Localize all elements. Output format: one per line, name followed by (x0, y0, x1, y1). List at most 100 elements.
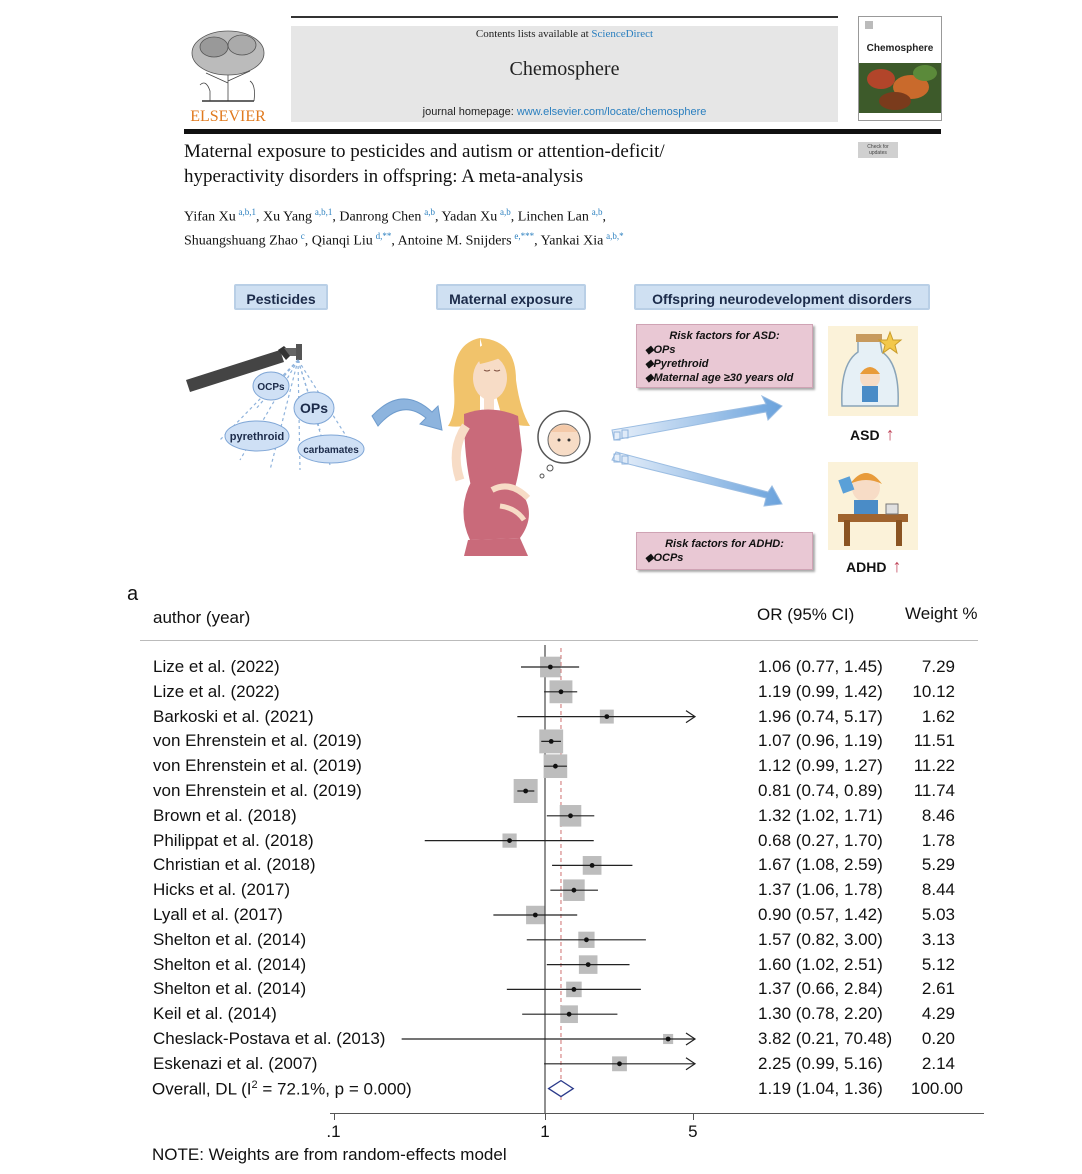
author-affiliation[interactable]: a,b (591, 207, 603, 217)
study-author: Eskenazi et al. (2007) (153, 1053, 318, 1073)
author-separator: , (332, 209, 340, 225)
up-arrow-icon: ↑ (885, 424, 895, 444)
point-estimate (558, 689, 564, 695)
sprayer-icon (186, 344, 302, 392)
axis-tick-label: 1 (540, 1122, 550, 1141)
study-or-ci: 1.32 (1.02, 1.71) (758, 805, 883, 825)
adhd-child-illustration (828, 462, 918, 550)
outcome-asd-label: ASD (850, 427, 880, 443)
study-weight: 11.22 (913, 756, 955, 776)
asd-risk-item: ◆Pyrethroid (645, 358, 709, 370)
study-or-ci: 1.96 (0.74, 5.17) (758, 706, 883, 726)
bubble-pyrethroid-label: pyrethroid (230, 431, 284, 443)
adhd-risk-box: Risk factors for ADHD: ◆OCPs (636, 532, 813, 570)
study-weight: 5.03 (921, 905, 955, 924)
column-header-weight-unit: % (962, 604, 978, 623)
axis-tick-label: .1 (326, 1122, 341, 1141)
author-list: Yifan Xu a,b,1, Xu Yang a,b,1, Danrong C… (184, 203, 904, 250)
study-weight: 0.20 (921, 1029, 955, 1048)
author-affiliation[interactable]: c (300, 230, 305, 241)
asd-risk-item: ◆Maternal age ≥30 years old (645, 372, 794, 384)
study-or-ci: 3.82 (0.21, 70.48) (758, 1029, 893, 1048)
authors-line-2: Shuangshuang Zhao c, Qianqi Liu d,**, An… (184, 227, 904, 251)
author-name[interactable]: Linchen Lan (517, 209, 589, 225)
author-separator: , (391, 233, 398, 249)
sciencedirect-link[interactable]: ScienceDirect (591, 28, 654, 40)
up-arrow-icon: ↑ (892, 556, 902, 576)
study-weight: 8.44 (921, 880, 955, 900)
study-or-ci: 1.57 (0.82, 3.00) (758, 929, 883, 949)
study-or-ci: 0.90 (0.57, 1.42) (758, 905, 883, 924)
author-affiliation[interactable]: a,b,1 (314, 207, 333, 217)
study-weight: 7.29 (921, 657, 955, 676)
outcome-adhd-label: ADHD (846, 559, 887, 575)
study-or-ci: 0.81 (0.74, 0.89) (758, 781, 883, 800)
author-name[interactable]: Antoine M. Snijders (397, 233, 512, 249)
study-or-ci: 2.25 (0.99, 5.16) (758, 1053, 883, 1073)
author-separator: , (256, 209, 264, 225)
point-estimate (532, 912, 538, 918)
bubble-ocps (252, 371, 290, 401)
study-weight: 3.13 (921, 929, 955, 949)
journal-cover: Chemosphere (858, 16, 942, 121)
study-weight: 2.14 (921, 1053, 955, 1073)
author-affiliation[interactable]: a,b (500, 207, 511, 217)
bubble-ops (293, 391, 335, 425)
author-affiliation[interactable]: a,b,1 (238, 207, 257, 217)
study-weight: 11.74 (913, 781, 955, 800)
asd-risk-title: Risk factors for ASD: (669, 330, 780, 342)
pesticide-exposure-illustration: OCPs OPs pyrethroid carbamates (186, 338, 591, 556)
column-header-weight-label: Weight (905, 604, 958, 623)
point-estimate (571, 987, 577, 992)
author-name[interactable]: Yifan Xu (184, 209, 236, 225)
check-for-updates-badge[interactable]: Check for updates (858, 142, 898, 158)
point-estimate (568, 813, 573, 819)
label-maternal-exposure: Maternal exposure (436, 284, 586, 310)
author-name[interactable]: Shuangshuang Zhao (184, 233, 298, 249)
study-or-ci: 1.06 (0.77, 1.45) (758, 657, 883, 676)
author-separator: , (602, 209, 606, 225)
x-axis-line (330, 1113, 984, 1114)
bubble-ops-label: OPs (300, 400, 328, 416)
study-weight: 5.12 (921, 954, 955, 974)
study-weight: 8.46 (921, 805, 955, 825)
header-divider (140, 640, 978, 641)
baby-thought-bubble (537, 410, 591, 479)
axis-tick (692, 1113, 694, 1120)
point-estimate (617, 1061, 622, 1067)
panel-letter: a (127, 583, 139, 605)
contents-prefix: Contents lists available at (475, 28, 589, 40)
study-author: Shelton et al. (2014) (153, 954, 307, 974)
author-name[interactable]: Qianqi Liu (311, 233, 373, 249)
point-estimate (584, 937, 589, 943)
header-top-line (291, 16, 838, 18)
study-or-ci: 1.07 (0.96, 1.19) (758, 731, 883, 751)
bubble-carbamates-label: carbamates (303, 445, 359, 456)
bubble-carbamates (297, 434, 365, 464)
study-author: Hicks et al. (2017) (153, 880, 290, 900)
ci-arrow (685, 1032, 697, 1046)
homepage-link[interactable]: www.elsevier.com/locate/chemosphere (516, 106, 707, 118)
homepage-prefix: journal homepage: (422, 106, 514, 118)
author-name[interactable]: Danrong Chen (339, 209, 422, 225)
outcome-asd: ASD ↑ (850, 424, 895, 445)
author-name[interactable]: Yankai Xia (540, 233, 604, 249)
pregnant-woman-illustration (448, 338, 531, 556)
author-separator: , (304, 233, 312, 249)
author-name[interactable]: Yadan Xu (441, 209, 498, 225)
author-affiliation[interactable]: e,*** (514, 230, 535, 241)
point-estimate (547, 664, 553, 670)
label-pesticides: Pesticides (234, 284, 328, 310)
author-separator: , (510, 209, 518, 225)
weights-note: NOTE: Weights are from random-effects mo… (152, 1145, 507, 1164)
study-author: Lize et al. (2022) (153, 681, 280, 701)
title-line-2: hyperactivity disorders in offspring: A … (184, 166, 584, 187)
author-affiliation[interactable]: d,** (375, 230, 392, 241)
author-name[interactable]: Xu Yang (263, 209, 313, 225)
study-weight: 2.61 (921, 979, 955, 999)
author-affiliation[interactable]: a,b (424, 207, 435, 217)
study-author: Shelton et al. (2014) (153, 929, 307, 949)
author-affiliation[interactable]: a,b,* (606, 230, 624, 241)
column-header-or: OR (95% CI) (757, 605, 855, 624)
asd-risk-box: Risk factors for ASD: ◆OPs ◆Pyrethroid ◆… (636, 324, 813, 388)
